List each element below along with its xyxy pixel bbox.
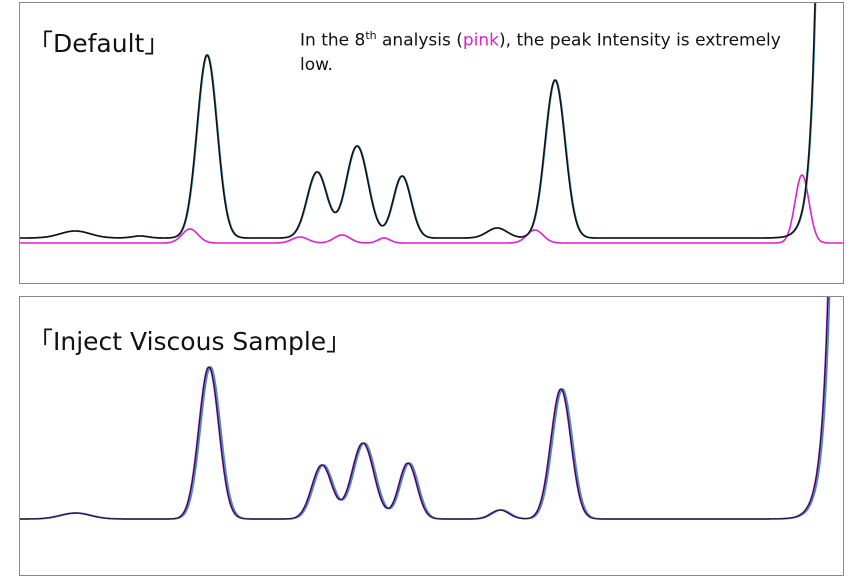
trace-pink [20,174,843,244]
trace-black [20,297,829,520]
panel-default [19,2,844,284]
annotation-highlight: pink [462,30,500,51]
annotation-sup: th [365,29,377,42]
panel-title: 「Default」 [28,29,170,58]
annotation-text: ), the peak Intensity is extremely low. [300,30,781,75]
trace-pink [20,297,829,520]
annotation-text: analysis ( [376,30,463,51]
trace-blue [20,297,831,520]
annotation: In the 8th analysis (pink), the peak Int… [300,24,800,77]
trace-black [20,3,816,239]
panel-title: 「Inject Viscous Sample」 [28,327,352,356]
panel-viscous [19,296,844,576]
annotation-text: In the 8 [300,30,366,51]
